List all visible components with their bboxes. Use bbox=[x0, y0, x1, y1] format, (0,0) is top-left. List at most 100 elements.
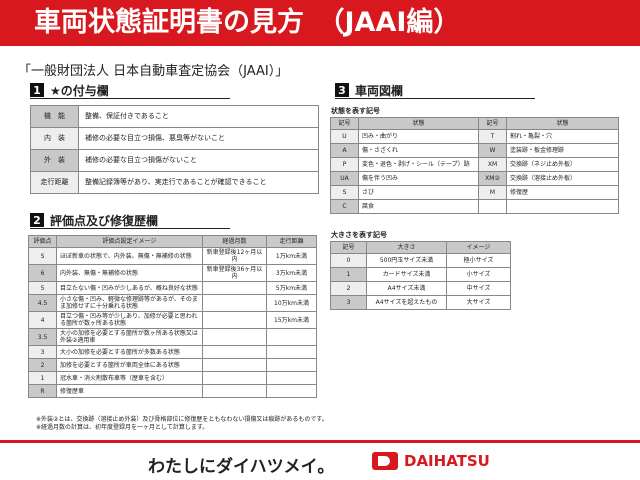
cell: 整備、保証付きであること bbox=[78, 105, 319, 128]
table-row: U 凹み・曲がり T 割れ・亀裂・穴 bbox=[330, 129, 619, 144]
cell: 傷を伴う凹み bbox=[358, 171, 479, 186]
row-key: 3.5 bbox=[28, 328, 57, 346]
cell: 大小の加修を必要とする箇所が多数ある状態 bbox=[56, 345, 203, 359]
row-key: 走行距離 bbox=[30, 171, 79, 194]
cell: 腐食 bbox=[358, 199, 479, 214]
section-title: 評価点及び修復歴欄 bbox=[50, 213, 159, 228]
row-key: C bbox=[330, 199, 359, 214]
row-key: 2 bbox=[330, 281, 367, 296]
header-row: 記号 大きさ イメージ bbox=[330, 241, 511, 254]
cell: A4サイズ未満 bbox=[366, 281, 447, 296]
row-key: 5 bbox=[28, 281, 57, 295]
cell: 大小の加修を必要とする箇所が数ヶ所ある状態又は外装②適用車 bbox=[56, 328, 203, 346]
cell: 5万km未満 bbox=[266, 281, 317, 295]
table-row: P 変色・退色・剥げ・シール（テープ）跡 XM 交換跡（ネジ止め外板） bbox=[330, 157, 619, 172]
column-header: 経過月数 bbox=[202, 235, 267, 248]
cell bbox=[266, 358, 317, 372]
cell bbox=[202, 371, 267, 385]
row-key: 4.5 bbox=[28, 294, 57, 312]
cell: A4サイズを超えたもの bbox=[366, 295, 447, 310]
cell: 目立たない傷・凹みが少しあるが、概ね良好な状態 bbox=[56, 281, 203, 295]
brand-name: DAIHATSU bbox=[404, 452, 490, 470]
state-symbols-title: 状態を表す記号 bbox=[331, 107, 380, 115]
cell: 冠水車・消火剤散布車等（歴車を含む） bbox=[56, 371, 203, 385]
table-row: 3.5 大小の加修を必要とする箇所が数ヶ所ある状態又は外装②適用車 bbox=[28, 328, 317, 346]
cell: ほぼ新車の状態で、内外装、無傷・無補修の状態 bbox=[56, 247, 203, 265]
size-symbols-title: 大きさを表す記号 bbox=[331, 231, 387, 239]
cell: 中サイズ bbox=[446, 281, 511, 296]
table-row: 走行距離 整備記録簿等があり、実走行であることが確認できること bbox=[30, 171, 319, 194]
section3-heading: 3 車両図欄 bbox=[335, 82, 535, 99]
cell bbox=[506, 199, 619, 214]
cell: 修復歴 bbox=[506, 185, 619, 200]
cell: 新車登録後36ヶ月以内 bbox=[202, 264, 267, 282]
table-row: S ほぼ新車の状態で、内外装、無傷・無補修の状態 新車登録後12ヶ月以内 1万km未満 bbox=[28, 247, 317, 265]
row-key: A bbox=[330, 143, 359, 158]
column-header: 大きさ bbox=[366, 241, 447, 254]
section-title: 車両図欄 bbox=[355, 83, 404, 98]
row-key: W bbox=[478, 143, 507, 158]
table-row: 4 目立つ傷・凹み等が少しあり、加修が必要と思われる箇所が数ヶ所ある状態 15万km… bbox=[28, 311, 317, 329]
cell bbox=[266, 371, 317, 385]
cell: 変色・退色・剥げ・シール（テープ）跡 bbox=[358, 157, 479, 172]
table-row: 2 A4サイズ未満 中サイズ bbox=[330, 281, 511, 296]
organization: 「一般財団法人 日本自動車査定協会（JAAI）」 bbox=[18, 64, 289, 79]
cell: 加修を必要とする箇所が車両全体にある状態 bbox=[56, 358, 203, 372]
table-row: 外 装補修の必要な目立つ損傷がないこと bbox=[30, 149, 319, 172]
footnote: ※経過月数の計算は、初年度登録月を一ヶ月として計算します。 bbox=[36, 424, 209, 431]
cell bbox=[202, 384, 267, 398]
column-header: 評価点 bbox=[28, 235, 57, 248]
table-row: R 修復歴車 bbox=[28, 384, 317, 398]
row-key: 1 bbox=[28, 371, 57, 385]
cell bbox=[266, 328, 317, 346]
section1-heading: 1 ★の付与欄 bbox=[30, 82, 230, 99]
footnote: ※外装②とは、交換跡（溶接止め外装）及び骨格部位に修復歴をともなわない損傷又は痕… bbox=[36, 416, 328, 423]
cell: 3万km未満 bbox=[266, 264, 317, 282]
cell: 新車登録後12ヶ月以内 bbox=[202, 247, 267, 265]
cell bbox=[266, 384, 317, 398]
cell: 10万km未満 bbox=[266, 294, 317, 312]
slogan: わたしにダイハツメイ。 bbox=[148, 457, 335, 477]
row-key: 4 bbox=[28, 311, 57, 329]
column-header: 記号 bbox=[478, 117, 507, 130]
daihatsu-logo: DAIHATSU bbox=[372, 452, 490, 470]
row-key: 6 bbox=[28, 264, 57, 282]
size-table: 記号 大きさ イメージ 0 500円玉サイズ未満 極小サイズ 1 カードサイズ未満 小サイズ 2 A… bbox=[330, 241, 511, 310]
row-key: 3 bbox=[330, 295, 367, 310]
page-title: 車両状態証明書の見方 （JAAI編） bbox=[0, 0, 640, 46]
table-row: 3 A4サイズを超えたもの 大サイズ bbox=[330, 295, 511, 310]
cell bbox=[202, 294, 267, 312]
row-key: 外 装 bbox=[30, 149, 79, 172]
row-key: XM② bbox=[478, 171, 507, 186]
cell: 目立つ傷・凹み等が少しあり、加修が必要と思われる箇所が数ヶ所ある状態 bbox=[56, 311, 203, 329]
section-number: 1 bbox=[30, 83, 44, 97]
row-key: R bbox=[28, 384, 57, 398]
table-row: 0 500円玉サイズ未満 極小サイズ bbox=[330, 253, 511, 268]
table-row: S さび M 修復歴 bbox=[330, 185, 619, 200]
cell: 極小サイズ bbox=[446, 253, 511, 268]
row-key: P bbox=[330, 157, 359, 172]
row-key: T bbox=[478, 129, 507, 144]
cell: 内外装、無傷・無補修の状態 bbox=[56, 264, 203, 282]
cell: 塗装跡・板金修理跡 bbox=[506, 143, 619, 158]
cell: 500円玉サイズ未満 bbox=[366, 253, 447, 268]
cell: 補修の必要な目立つ損傷がないこと bbox=[78, 149, 319, 172]
table-row: UA 傷を伴う凹み XM② 交換跡（溶接止め外板） bbox=[330, 171, 619, 186]
table-row: 3 大小の加修を必要とする箇所が多数ある状態 bbox=[28, 345, 317, 359]
cell: さび bbox=[358, 185, 479, 200]
table-row: 1 カードサイズ未満 小サイズ bbox=[330, 267, 511, 282]
table-row: C 腐食 bbox=[330, 199, 619, 214]
row-key: 内 装 bbox=[30, 127, 79, 150]
row-key: 2 bbox=[28, 358, 57, 372]
row-key: M bbox=[478, 185, 507, 200]
cell bbox=[202, 328, 267, 346]
row-key: S bbox=[330, 185, 359, 200]
section2-heading: 2 評価点及び修復歴欄 bbox=[30, 212, 230, 229]
cell bbox=[266, 345, 317, 359]
section-number: 3 bbox=[335, 83, 349, 97]
footnotes: ※外装②とは、交換跡（溶接止め外装）及び骨格部位に修復歴をともなわない損傷又は痕… bbox=[36, 416, 616, 432]
column-header: 状態 bbox=[506, 117, 619, 130]
row-key: U bbox=[330, 129, 359, 144]
section-number: 2 bbox=[30, 213, 44, 227]
column-header: 状態 bbox=[358, 117, 479, 130]
